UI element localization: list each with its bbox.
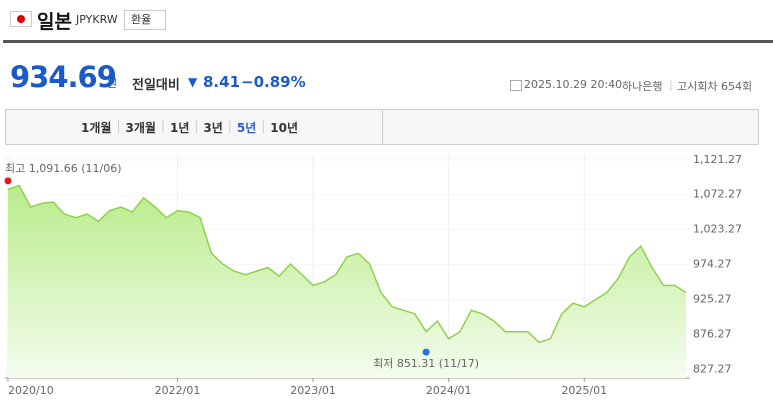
bank: 하나은행 bbox=[622, 80, 663, 93]
extreme-marker bbox=[422, 348, 430, 356]
tab-separator: | bbox=[116, 119, 121, 133]
period-tab[interactable]: 1년 bbox=[169, 121, 190, 135]
title: 일본 bbox=[37, 11, 72, 33]
change: 8.41 bbox=[203, 73, 241, 91]
tab-separator: | bbox=[261, 119, 266, 133]
y-tick-label: 1,121.27 bbox=[693, 153, 742, 166]
tab-separator: | bbox=[227, 119, 232, 133]
period-tab[interactable]: 3년 bbox=[203, 121, 223, 135]
y-tick-label: 1,023.27 bbox=[693, 223, 742, 236]
extreme-label: 최저 851.31 (11/17) bbox=[373, 357, 479, 370]
x-tick-label: 2022/01 bbox=[155, 384, 201, 397]
calendar-icon bbox=[510, 80, 522, 91]
down-arrow: ▼ bbox=[188, 75, 198, 89]
y-tick-label: 827.27 bbox=[693, 362, 732, 375]
period-tab[interactable]: 5년 bbox=[236, 121, 257, 135]
datetime: 2025.10.29 20:40 bbox=[524, 78, 623, 91]
tab-bar: 1개월 | 3개월 | 1년 | 3년 | 5년 | 10년 bbox=[5, 109, 759, 145]
y-tick-label: 925.27 bbox=[693, 292, 732, 305]
period-tab[interactable]: 10년 bbox=[270, 121, 299, 135]
extreme-label: 최고 1,091.66 (11/06) bbox=[5, 162, 122, 175]
extreme-marker bbox=[4, 177, 12, 185]
tab-separator: | bbox=[160, 119, 165, 133]
divider bbox=[3, 40, 773, 43]
y-tick-label: 1,072.27 bbox=[693, 188, 742, 201]
x-tick-label: 2025/01 bbox=[561, 384, 607, 397]
separator: | bbox=[669, 78, 673, 91]
price: 934.69 bbox=[10, 60, 117, 94]
x-tick-label: 2023/01 bbox=[290, 384, 336, 397]
x-tick-label: 2024/01 bbox=[426, 384, 472, 397]
area-fill bbox=[8, 185, 686, 378]
rate-button[interactable]: 환율 bbox=[124, 10, 167, 30]
change-label: 전일대비 bbox=[132, 78, 180, 93]
tab-list: 1개월 | 3개월 | 1년 | 3년 | 5년 | 10년 bbox=[81, 119, 298, 136]
y-tick-label: 974.27 bbox=[693, 258, 732, 271]
period-tab[interactable]: 1개월 bbox=[81, 121, 112, 135]
change-percent: −0.89% bbox=[241, 73, 306, 91]
tab-divider bbox=[382, 110, 383, 144]
y-tick-label: 876.27 bbox=[693, 327, 732, 340]
price-line bbox=[7, 184, 687, 344]
x-tick-label: 2020/10 bbox=[8, 384, 54, 397]
round: 고시회차 654회 bbox=[677, 80, 753, 93]
price-unit: 원 bbox=[107, 77, 118, 90]
period-tab[interactable]: 3개월 bbox=[125, 121, 156, 135]
flag bbox=[10, 11, 32, 27]
code: JPYKRW bbox=[76, 13, 118, 26]
tab-separator: | bbox=[194, 119, 199, 133]
